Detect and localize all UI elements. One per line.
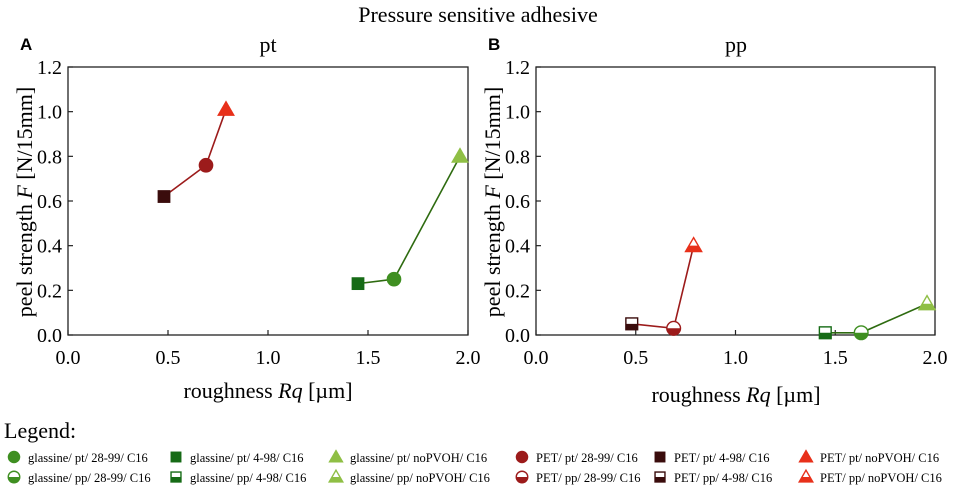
legend-item-label: glassine/ pt/ 4-98/ C16	[190, 451, 304, 465]
legend-marker-circle	[7, 450, 21, 464]
panel-a-xtick-label: 0.0	[56, 347, 81, 369]
panel-a-series-line-glassine	[357, 155, 461, 285]
panel-a-xtick-label: 1.5	[356, 347, 381, 369]
legend-item-label: PET/ pt/ 28-99/ C16	[536, 451, 638, 465]
legend-item-label: PET/ pt/ noPVOH/ C16	[820, 451, 939, 465]
panel-a-point-pet-circle	[198, 157, 214, 173]
panel-b-point-glassine-triangle	[917, 294, 937, 311]
panel-a-xtick-label: 1.0	[256, 347, 281, 369]
panel-a-ytick-label: 0.6	[37, 191, 62, 213]
figure-title: Pressure sensitive adhesive	[358, 2, 598, 27]
panel-b-xtick-label: 0.0	[524, 347, 549, 369]
panel-a-xlabel: roughness Rq [µm]	[183, 378, 352, 403]
legend-marker-triangle	[798, 449, 814, 463]
panel-b-xtick-label: 0.5	[623, 347, 648, 369]
legend-marker-triangle	[328, 449, 344, 463]
legend-item-label: glassine/ pp/ 28-99/ C16	[28, 471, 151, 485]
panel-b-xtick-label: 2.0	[923, 347, 948, 369]
panel-b-ytick-label: 0.6	[505, 191, 530, 213]
panel-b-xlabel: roughness Rq [µm]	[651, 382, 820, 407]
legend-marker-square	[170, 451, 182, 463]
panel-a-point-glassine-square	[351, 277, 365, 291]
panel-b-xtick-label: 1.5	[823, 347, 848, 369]
legend-item-label: PET/ pp/ noPVOH/ C16	[820, 471, 942, 485]
panel-b-series-line-glassine	[825, 303, 928, 334]
panel-b-point-pet-triangle	[684, 236, 703, 253]
panel-a-point-pet-triangle	[217, 100, 235, 116]
panel-a-series-line-pet	[163, 109, 227, 198]
legend-item-label: PET/ pp/ 4-98/ C16	[674, 471, 772, 485]
legend-marker-square	[654, 451, 666, 463]
panel-a-plot-frame	[67, 66, 469, 336]
panel-b-series-line-pet	[631, 245, 695, 330]
panel-a-ytick-label: 1.2	[37, 57, 62, 79]
panel-b-point-glassine-square	[818, 326, 832, 340]
legend-marker-square	[654, 471, 666, 483]
panel-b: B pp 0.0 0.5 1.0 1.5 2.0 0.0 0.2 0.4 0.6 0.8 1.0 1.…	[480, 32, 948, 407]
panel-b-ytick-label: 0.2	[505, 280, 530, 302]
legend-item-label: glassine/ pp/ noPVOH/ C16	[350, 471, 490, 485]
panel-b-point-pet-square	[625, 317, 639, 331]
panel-b-letter: B	[488, 35, 500, 54]
panel-b-ytick-label: 1.2	[505, 57, 530, 79]
panel-a-point-glassine-triangle	[451, 147, 469, 163]
legend-marker-square	[170, 471, 182, 483]
legend-marker-triangle	[327, 468, 345, 483]
panel-b-plot-frame	[535, 66, 936, 336]
panel-a-point-pet-square	[157, 190, 171, 203]
legend-marker-circle	[7, 470, 21, 484]
legend-marker-circle	[515, 450, 529, 464]
panel-b-title: pp	[725, 32, 747, 57]
panel-a-title: pt	[259, 32, 276, 57]
panel-b-xtick-label: 1.0	[723, 347, 748, 369]
panel-a-ylabel: peel strength F [N/15mm]	[12, 87, 37, 317]
panel-b-ytick-label: 0.0	[505, 325, 530, 347]
legend-marker-circle	[515, 470, 529, 484]
panel-a-ytick-label: 0.0	[37, 325, 62, 347]
panel-a-ytick-label: 0.4	[37, 236, 62, 258]
legend-item-label: glassine/ pt/ noPVOH/ C16	[350, 451, 487, 465]
panel-a: A pt 0.0 0.5 1.0 1.5 2.0 0.0 0.2 0.4 0.6 0.8 1.0 1.…	[12, 32, 481, 403]
panel-a-letter: A	[20, 35, 32, 54]
panel-a-point-glassine-circle	[386, 271, 402, 287]
panel-b-plot: 0.0 0.5 1.0 1.5 2.0 0.0 0.2 0.4 0.6 0.8 1.0 1.2	[505, 57, 948, 369]
panel-a-ytick-label: 1.0	[37, 102, 62, 124]
panel-a-ytick-label: 0.8	[37, 146, 62, 168]
panel-b-point-glassine-circle	[853, 325, 869, 341]
panel-a-ytick-label: 0.2	[37, 280, 62, 302]
panel-b-ytick-label: 1.0	[505, 102, 530, 124]
legend-item-label: PET/ pp/ 28-99/ C16	[536, 471, 641, 485]
legend-item-label: glassine/ pp/ 4-98/ C16	[190, 471, 306, 485]
legend: glassine/ pt/ 28-99/ C16 glassine/ pp/ 28…	[7, 449, 942, 485]
panel-b-ytick-label: 0.4	[505, 236, 530, 258]
panel-a-xtick-label: 0.5	[156, 347, 181, 369]
legend-title: Legend:	[4, 418, 76, 443]
legend-item-label: glassine/ pt/ 28-99/ C16	[28, 451, 148, 465]
panel-b-ytick-label: 0.8	[505, 146, 530, 168]
panel-b-point-pet-circle	[666, 320, 682, 336]
legend-marker-triangle	[797, 468, 815, 483]
legend-item-label: PET/ pt/ 4-98/ C16	[674, 451, 770, 465]
panel-a-xtick-label: 2.0	[456, 347, 481, 369]
panel-a-plot: 0.0 0.5 1.0 1.5 2.0 0.0 0.2 0.4 0.6 0.8 1.0 1.2	[37, 57, 481, 369]
panel-b-ylabel: peel strength F [N/15mm]	[480, 87, 505, 317]
